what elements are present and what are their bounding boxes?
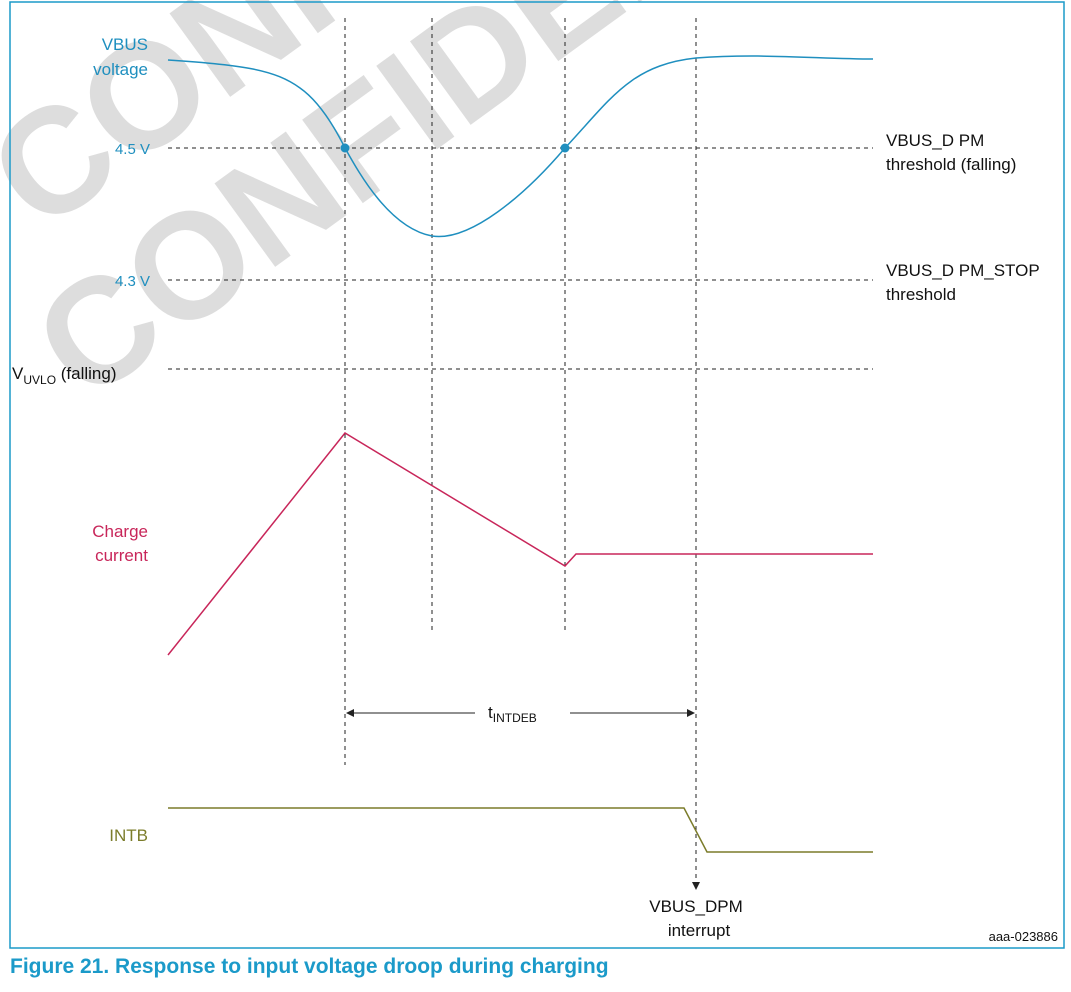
vbus-crossing-dot-2 <box>560 143 570 153</box>
uvlo-label: VUVLO (falling) <box>12 364 117 387</box>
vbus-crossing-dot-1 <box>340 143 350 153</box>
dpm-stop-label-line1: VBUS_D PM_STOP <box>886 261 1040 280</box>
tintdeb-label: tINTDEB <box>488 703 537 725</box>
confidential-watermark: CONFIDENTIAL CONFIDENTIAL <box>0 0 1007 431</box>
threshold-4-3v-label: 4.3 V <box>115 273 150 290</box>
intb-label: INTB <box>109 826 148 845</box>
figure-caption: Figure 21. Response to input voltage dro… <box>10 955 609 978</box>
vbus-label-line2: voltage <box>93 60 148 79</box>
dpm-threshold-label-line1: VBUS_D PM <box>886 131 984 150</box>
vbus-voltage-curve <box>167 55 874 238</box>
charge-current-line <box>167 432 873 656</box>
interrupt-label-line1: VBUS_DPM <box>649 897 743 916</box>
interrupt-arrowhead <box>692 882 700 890</box>
charge-label-line1: Charge <box>92 522 148 541</box>
intb-line <box>168 807 873 853</box>
figure-reference-code: aaa-023886 <box>989 929 1058 944</box>
figure-frame <box>9 1 1065 949</box>
threshold-4-5v-label: 4.5 V <box>115 141 150 158</box>
tintdeb-arrowhead-left <box>346 709 354 717</box>
tintdeb-arrowhead-right <box>687 709 695 717</box>
interrupt-label-line2: interrupt <box>668 921 731 940</box>
dpm-stop-label-line2: threshold <box>886 285 956 304</box>
charge-label-line2: current <box>95 546 148 565</box>
vbus-label-line1: VBUS <box>102 35 148 54</box>
dpm-threshold-label-line2: threshold (falling) <box>886 155 1016 174</box>
